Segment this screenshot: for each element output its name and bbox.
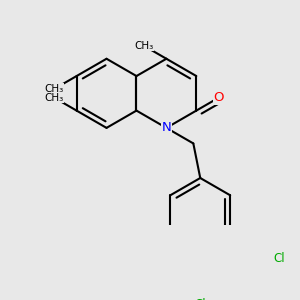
Text: Cl: Cl: [274, 252, 285, 265]
Text: Cl: Cl: [194, 298, 206, 300]
Text: O: O: [214, 91, 224, 104]
Text: CH₃: CH₃: [44, 84, 64, 94]
Text: N: N: [161, 122, 171, 134]
Text: CH₃: CH₃: [134, 41, 154, 51]
Text: CH₃: CH₃: [44, 93, 64, 103]
